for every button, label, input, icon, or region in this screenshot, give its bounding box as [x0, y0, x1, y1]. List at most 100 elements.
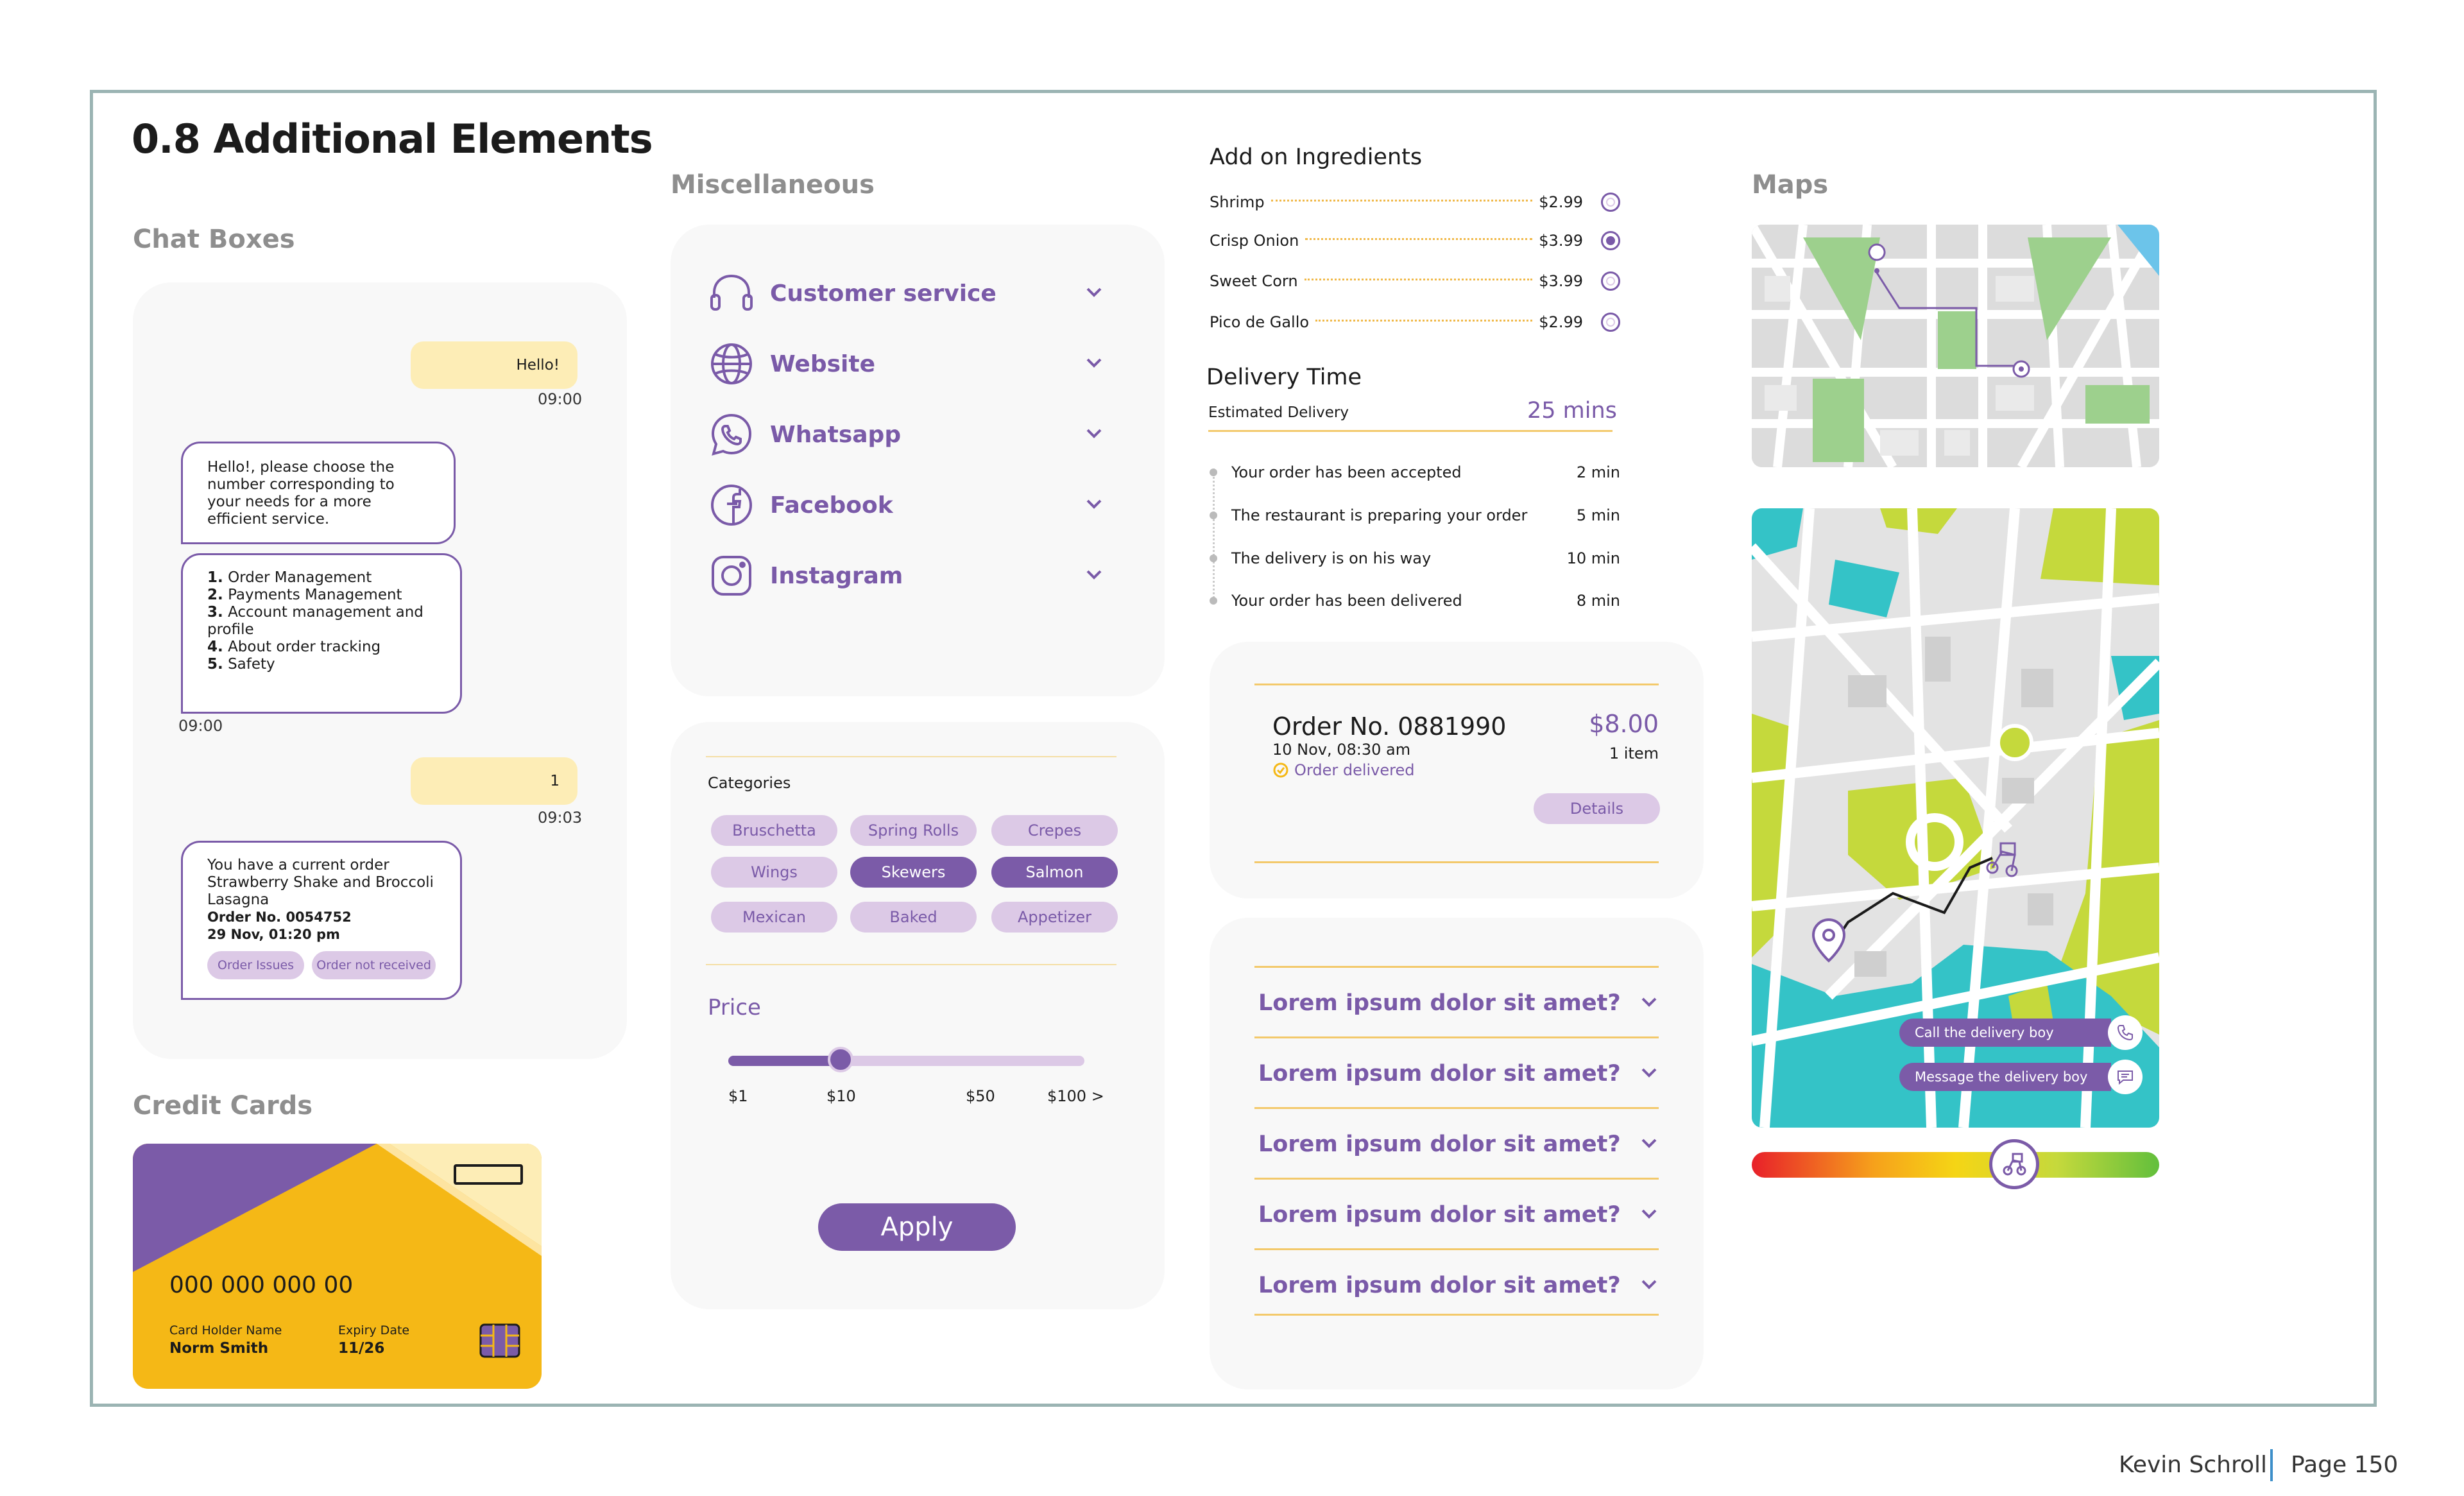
- chat-option-text: Payments Management: [228, 587, 402, 603]
- contact-item-whatsapp[interactable]: Whatsapp: [706, 406, 1104, 463]
- faq-item[interactable]: Lorem ipsum dolor sit amet?: [1254, 1107, 1659, 1180]
- delivery-step: The restaurant is preparing your order 5 …: [1210, 503, 1620, 528]
- price-slider-track[interactable]: [728, 1056, 1084, 1066]
- contact-item-label: Customer service: [770, 280, 997, 307]
- order-not-received-chip[interactable]: Order not received: [312, 951, 436, 979]
- contact-item-label: Instagram: [770, 562, 903, 589]
- faq-item[interactable]: Lorem ipsum dolor sit amet?: [1254, 1178, 1659, 1250]
- step-text: Your order has been accepted: [1231, 463, 1462, 481]
- chat-option-item: 1. Order Management: [207, 569, 436, 587]
- step-time: 8 min: [1576, 592, 1620, 610]
- category-chip[interactable]: Appetizer: [991, 902, 1118, 933]
- chevron-down-icon[interactable]: [1084, 287, 1104, 300]
- chat-timestamp: 09:00: [538, 390, 583, 408]
- faq-item[interactable]: Lorem ipsum dolor sit amet?: [1254, 1036, 1659, 1109]
- step-dot: [1210, 555, 1217, 562]
- chevron-down-icon[interactable]: [1084, 499, 1104, 512]
- contact-item-website[interactable]: Website: [706, 335, 1104, 393]
- chat-option-number: 5.: [207, 656, 223, 673]
- divider: [1254, 1314, 1659, 1316]
- delivery-tracking-map[interactable]: Call the delivery boy Message the delive…: [1752, 508, 2159, 1128]
- divider: [1254, 861, 1659, 863]
- category-chip[interactable]: Bruschetta: [711, 815, 837, 846]
- contact-item-label: Whatsapp: [770, 421, 902, 448]
- ingredient-name: Pico de Gallo: [1210, 313, 1310, 331]
- chat-option-text: Safety: [228, 656, 275, 673]
- ingredient-radio[interactable]: [1601, 231, 1620, 250]
- category-chip[interactable]: Mexican: [711, 902, 837, 933]
- misc-section-title: Miscellaneous: [671, 170, 875, 200]
- step-time: 5 min: [1576, 506, 1620, 524]
- order-price: $8.00: [1589, 710, 1659, 738]
- category-chip[interactable]: Wings: [711, 857, 837, 888]
- contact-item-label: Facebook: [770, 492, 893, 519]
- ingredient-radio[interactable]: [1601, 271, 1620, 291]
- ingredient-radio[interactable]: [1601, 313, 1620, 332]
- card-number: 000 000 000 00: [169, 1272, 354, 1298]
- delivery-scooter-icon: [2003, 1153, 2026, 1176]
- dotted-leader: [1270, 199, 1533, 202]
- category-chip[interactable]: Salmon: [991, 857, 1118, 888]
- order-items: 1 item: [1609, 744, 1659, 762]
- chevron-down-icon[interactable]: [1084, 569, 1104, 582]
- price-tick: $50: [966, 1087, 995, 1105]
- order-number: Order No. 0881990: [1272, 712, 1507, 741]
- ingredient-row[interactable]: Sweet Corn $3.99: [1210, 268, 1620, 294]
- chevron-down-icon[interactable]: [1639, 1279, 1659, 1292]
- categories-label: Categories: [708, 774, 791, 792]
- price-slider-handle[interactable]: [828, 1047, 853, 1072]
- faq-item[interactable]: Lorem ipsum dolor sit amet?: [1254, 966, 1659, 1038]
- ingredient-radio[interactable]: [1601, 193, 1620, 212]
- chevron-down-icon[interactable]: [1084, 357, 1104, 370]
- delivery-step: Your order has been delivered 8 min: [1210, 588, 1620, 614]
- chat-options-list: 1. Order Management 2. Payments Managemen…: [207, 569, 436, 673]
- contact-item-customer-service[interactable]: Customer service: [706, 264, 1104, 322]
- order-date: 10 Nov, 08:30 am: [1272, 741, 1411, 759]
- check-circle-icon: [1273, 762, 1288, 778]
- delivery-step: The delivery is on his way 10 min: [1210, 546, 1620, 571]
- delivery-progress-bar: [1752, 1152, 2159, 1178]
- chat-option-item: 5. Safety: [207, 656, 436, 673]
- maps-section-title: Maps: [1752, 170, 1829, 200]
- ingredients-title: Add on Ingredients: [1210, 144, 1423, 170]
- contact-item-facebook[interactable]: Facebook: [706, 476, 1104, 534]
- details-button[interactable]: Details: [1534, 793, 1660, 824]
- chevron-down-icon[interactable]: [1639, 1067, 1659, 1080]
- chevron-down-icon[interactable]: [1084, 428, 1104, 441]
- faq-panel: [1210, 918, 1704, 1389]
- order-issues-chip[interactable]: Order Issues: [207, 951, 305, 979]
- category-chip[interactable]: Crepes: [991, 815, 1118, 846]
- phone-icon[interactable]: [2108, 1015, 2143, 1050]
- ingredient-price: $2.99: [1539, 313, 1583, 331]
- facebook-icon: [706, 479, 757, 531]
- ingredient-row[interactable]: Pico de Gallo $2.99: [1210, 309, 1620, 335]
- delivery-progress-handle[interactable]: [1989, 1139, 2039, 1189]
- category-chip[interactable]: Spring Rolls: [850, 815, 977, 846]
- chat-option-text: About order tracking: [228, 639, 381, 655]
- chevron-down-icon[interactable]: [1639, 997, 1659, 1010]
- ingredient-row[interactable]: Crisp Onion $3.99: [1210, 228, 1620, 254]
- chevron-down-icon[interactable]: [1639, 1208, 1659, 1221]
- apply-button[interactable]: Apply: [818, 1203, 1016, 1251]
- chat-icon[interactable]: [2108, 1060, 2143, 1094]
- category-chip[interactable]: Skewers: [850, 857, 977, 888]
- ingredient-price: $3.99: [1539, 232, 1583, 250]
- contact-item-instagram[interactable]: Instagram: [706, 547, 1104, 605]
- divider: [1208, 430, 1613, 432]
- faq-item[interactable]: Lorem ipsum dolor sit amet?: [1254, 1248, 1659, 1321]
- chevron-down-icon[interactable]: [1639, 1138, 1659, 1151]
- faq-question: Lorem ipsum dolor sit amet?: [1258, 1131, 1621, 1157]
- message-delivery-button[interactable]: Message the delivery boy: [1899, 1063, 2111, 1091]
- globe-icon: [706, 338, 757, 390]
- credit-card[interactable]: 000 000 000 00 Card Holder Name Norm Smi…: [133, 1144, 542, 1389]
- route-map-small[interactable]: [1752, 225, 2159, 467]
- category-chip[interactable]: Baked: [850, 902, 977, 933]
- chat-option-item: 4. About order tracking: [207, 639, 436, 656]
- card-chip-icon: [479, 1323, 520, 1358]
- contact-panel: [671, 225, 1165, 696]
- faq-question: Lorem ipsum dolor sit amet?: [1258, 1061, 1621, 1087]
- chat-message-outgoing: Hello!: [411, 341, 578, 389]
- footer-page: Page 150: [2291, 1452, 2399, 1478]
- call-delivery-button[interactable]: Call the delivery boy: [1899, 1019, 2111, 1047]
- ingredient-row[interactable]: Shrimp $2.99: [1210, 189, 1620, 215]
